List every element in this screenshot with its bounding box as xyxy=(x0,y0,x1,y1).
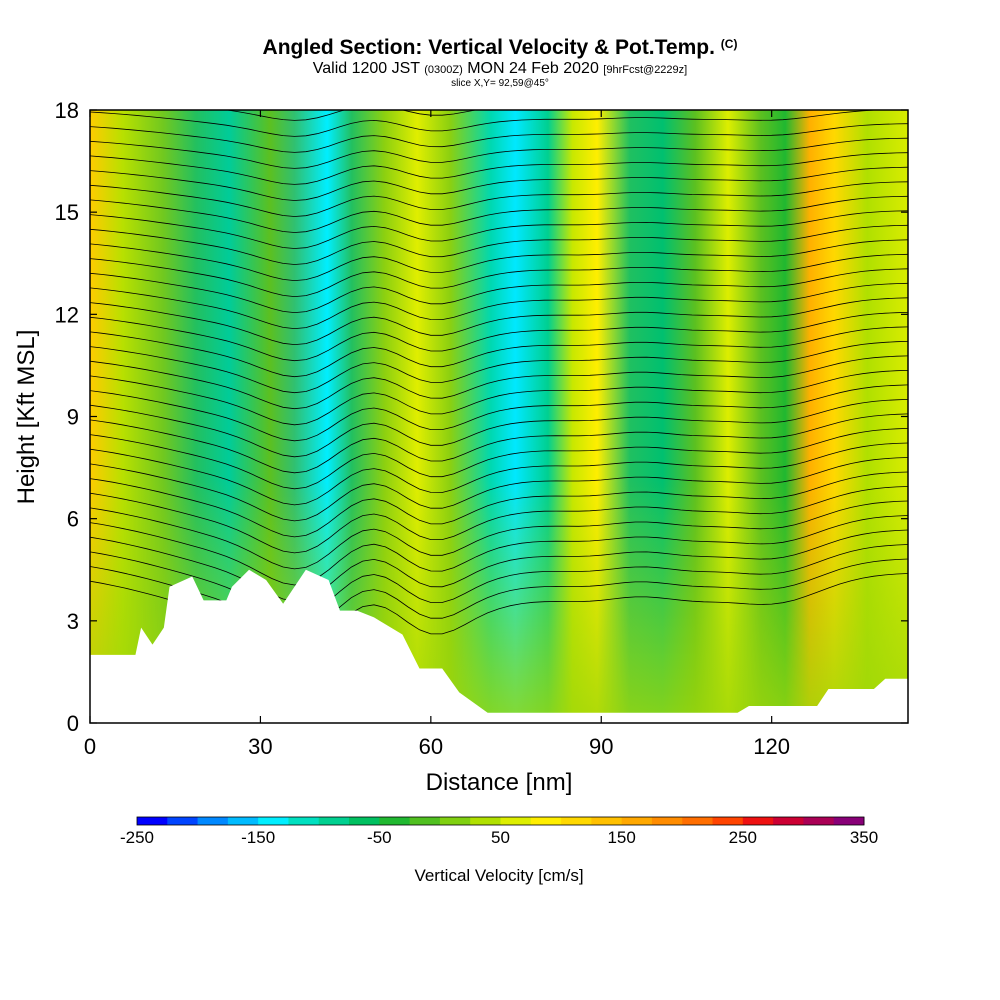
colorbar-label: -150 xyxy=(241,828,275,847)
colorbar-cell xyxy=(137,817,168,825)
colorbar-cell xyxy=(530,817,562,825)
colorbar-label: 250 xyxy=(729,828,757,847)
isentrope-line xyxy=(90,253,908,298)
colorbar-cell xyxy=(561,817,592,825)
x-tick-label: 90 xyxy=(589,734,613,759)
colorbar-label: 50 xyxy=(491,828,510,847)
x-tick-label: 60 xyxy=(419,734,443,759)
isentrope-line xyxy=(90,195,908,233)
colorbar-cell xyxy=(682,817,714,825)
x-axis: 0 30 60 90 120 xyxy=(84,110,790,759)
x-tick-label: 30 xyxy=(248,734,272,759)
colorbar-cell xyxy=(470,817,501,825)
slice-info: slice X,Y= 92,59@45° xyxy=(451,78,549,89)
isentrope-line xyxy=(90,239,908,282)
x-tick-label: 0 xyxy=(84,734,96,759)
colorbar-cell xyxy=(227,817,259,825)
isentrope-line xyxy=(90,110,890,137)
colorbar-label: 350 xyxy=(850,828,878,847)
isentrope-line xyxy=(90,341,908,394)
colorbar-cell xyxy=(621,817,653,825)
colorbar-cell xyxy=(197,817,229,825)
isentrope-line xyxy=(90,384,908,442)
isentrope-line xyxy=(90,137,908,169)
isentrope-line xyxy=(90,297,908,346)
x-tick-label: 120 xyxy=(753,734,790,759)
colorbar-cell xyxy=(349,817,380,825)
colorbar-label: -250 xyxy=(120,828,154,847)
isentrope-line xyxy=(90,471,908,538)
colorbar-cell xyxy=(651,817,683,825)
isentrope-line xyxy=(90,312,908,362)
y-axis: 0 3 6 9 12 15 18 xyxy=(55,98,908,736)
isentrope-line xyxy=(90,355,908,410)
isentrope-line xyxy=(90,529,908,602)
colorbar-cell xyxy=(591,817,623,825)
colorbar-cell xyxy=(773,817,804,825)
colorbar-cell xyxy=(409,817,441,825)
y-tick-label: 18 xyxy=(55,98,79,123)
colorbar-cell xyxy=(712,817,744,825)
isentrope-line xyxy=(90,282,908,330)
isentrope-line xyxy=(90,399,908,458)
isentrope-line xyxy=(90,413,908,474)
isentrope-line xyxy=(90,500,908,570)
colorbar-cell xyxy=(318,817,350,825)
colorbar-cell xyxy=(500,817,532,825)
y-tick-label: 12 xyxy=(55,302,79,327)
colorbar-cell xyxy=(803,817,835,825)
colorbar-title: Vertical Velocity [cm/s] xyxy=(414,866,583,885)
isentrope-line xyxy=(90,544,908,618)
isentrope-line xyxy=(90,166,908,201)
colorbar-label: 150 xyxy=(607,828,635,847)
colorbar-cell xyxy=(167,817,199,825)
y-tick-label: 6 xyxy=(67,507,79,532)
valid-zulu: (0300Z) xyxy=(424,64,463,76)
colorbar-cell xyxy=(742,817,774,825)
colorbar-label: -50 xyxy=(367,828,392,847)
terrain xyxy=(90,569,908,723)
y-tick-label: 3 xyxy=(67,609,79,634)
y-tick-label: 9 xyxy=(67,405,79,430)
title-units: (C) xyxy=(720,37,738,51)
isentrope-line xyxy=(90,326,908,378)
isentrope-line xyxy=(90,152,908,185)
isentrope-line xyxy=(90,428,908,490)
isentrope-line xyxy=(90,210,908,249)
y-tick-label: 15 xyxy=(55,200,79,225)
isentrope-line xyxy=(90,123,908,153)
forecast-info: [9hrFcst@2229z] xyxy=(603,64,688,76)
isentrope-line xyxy=(90,486,908,554)
plot-area: 0 30 60 90 120 0 3 6 9 12 15 18 Distance [nm] Heig… xyxy=(13,98,909,796)
colorbar-frame xyxy=(136,816,865,826)
chart-title: Angled Section: Vertical Velocity & Pot.… xyxy=(262,36,738,59)
isentrope-line xyxy=(90,515,908,586)
chart-subtitle: Valid 1200 JST (0300Z) MON 24 Feb 2020 [… xyxy=(312,60,688,77)
colorbar-cell xyxy=(439,817,471,825)
colorbar-cell xyxy=(379,817,411,825)
colorbar-cell xyxy=(258,817,289,825)
isentrope-line xyxy=(90,370,908,426)
isentrope-line xyxy=(90,224,908,265)
x-axis-title: Distance [nm] xyxy=(426,769,573,796)
isentrope-line xyxy=(90,442,908,506)
colorbar: -250 -150 -50 50 150 250 350 Vertical Velocity… xyxy=(120,816,878,885)
y-axis-title: Height [Kft MSL] xyxy=(13,330,40,505)
isentrope-line xyxy=(90,457,908,522)
y-tick-label: 0 xyxy=(67,711,79,736)
isentrope-line xyxy=(90,268,908,314)
colorbar-cell xyxy=(833,817,865,825)
colorbar-cell xyxy=(288,817,320,825)
isentrope-line xyxy=(90,181,908,217)
